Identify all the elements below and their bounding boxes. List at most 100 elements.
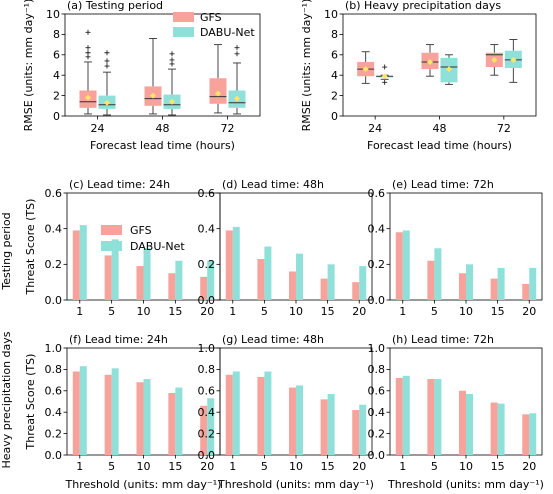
bar-dabu-net-20 (359, 266, 367, 300)
bar-gfs-20 (200, 276, 208, 300)
box-dabunet-24 (376, 64, 394, 85)
bar-gfs-10 (289, 271, 296, 300)
x-tick-label: 10 (459, 305, 473, 318)
bar-gfs-15 (490, 402, 498, 455)
y-tick-label: 0.8 (45, 363, 63, 376)
box-outlier (382, 79, 388, 85)
bar-dabu-net-1 (402, 230, 410, 300)
bar-dabu-net-1 (232, 371, 240, 455)
bar-gfs-20 (200, 405, 208, 455)
bar-dabu-net-5 (264, 371, 272, 455)
legend-label: DABU-Net (130, 240, 185, 253)
bar-dabu-net-15 (327, 394, 335, 455)
y-tick-label: 0.0 (198, 294, 216, 307)
y-axis-label: Threat Score (TS) (24, 199, 37, 296)
x-tick-label: 20 (352, 305, 366, 318)
box-mean-marker (215, 90, 221, 97)
legend-label: DABU-Net (200, 26, 255, 39)
x-axis-label: Threshold (units: mm day⁻¹) (387, 478, 544, 491)
x-tick-label: 5 (431, 305, 438, 318)
y-tick-label: 2 (53, 89, 60, 102)
x-tick-label: 1 (229, 460, 236, 473)
x-tick-label: 15 (168, 460, 182, 473)
bar-dabu-net-10 (466, 394, 473, 455)
bar-dabu-net-10 (296, 385, 303, 455)
bar-dabu-net-20 (359, 404, 367, 455)
x-tick-label: 24 (91, 122, 105, 135)
legend-label: GFS (200, 11, 222, 24)
y-tick-label: 0 (331, 110, 338, 123)
box-outlier (382, 64, 388, 70)
legend-label: GFS (130, 224, 152, 237)
y-tick-label: 0 (53, 110, 60, 123)
y-tick-label: 10 (324, 8, 338, 21)
row-label-heavy-precipitation-days: Heavy precipitation days (0, 331, 13, 468)
y-tick-label: 0.0 (45, 294, 63, 307)
bar-gfs-1 (395, 232, 403, 300)
box-mean-marker (104, 99, 110, 106)
x-tick-label: 1 (229, 305, 236, 318)
y-tick-label: 0.4 (45, 222, 63, 235)
x-tick-label: 15 (168, 305, 182, 318)
box-dabunet-24 (98, 50, 116, 116)
legend-swatch-dabu-net (101, 241, 122, 251)
box-gfs-48 (144, 38, 162, 115)
box-gfs-72 (485, 44, 503, 76)
box-outlier (234, 51, 240, 57)
x-tick-label: 5 (261, 305, 268, 318)
x-tick-label: 5 (108, 460, 115, 473)
box-outlier (234, 45, 240, 51)
panel-title-b: (b) Heavy precipitation days (345, 0, 501, 12)
x-axis-label: Forecast lead time (hours) (367, 139, 512, 152)
x-tick-label: 1 (399, 305, 406, 318)
y-tick-label: 0.6 (45, 187, 63, 200)
y-tick-label: 0.4 (368, 406, 386, 419)
bar-dabu-net-15 (327, 264, 335, 300)
panel-title-a: (a) Testing period (67, 0, 163, 12)
x-tick-label: 20 (522, 460, 536, 473)
y-tick-label: 0.2 (368, 427, 386, 440)
bar-gfs-10 (136, 382, 144, 455)
bar-gfs-10 (459, 273, 466, 300)
y-axis-label: Threat Score (TS) (24, 354, 37, 451)
box-dabunet-72 (504, 39, 522, 83)
bar-gfs-5 (257, 258, 265, 300)
x-tick-label: 15 (321, 460, 335, 473)
bar-dabu-net-1 (79, 366, 87, 455)
bar-gfs-20 (352, 410, 360, 455)
bar-dabu-net-5 (434, 379, 442, 455)
y-tick-label: 0.2 (368, 258, 386, 271)
y-tick-label: 0.4 (198, 406, 216, 419)
legend-swatch-gfs (173, 12, 194, 22)
panel-g: 0.0 0.2 0.4 0.6 0.8 1.0 (g) Lead time: 48h Thre… (198, 333, 374, 491)
bar-dabu-net-15 (175, 260, 183, 300)
bar-gfs-15 (320, 278, 328, 300)
bar-dabu-net-5 (264, 246, 272, 300)
box-gfs-48 (421, 44, 439, 77)
box-mean-marker (362, 66, 369, 73)
panel-title-g: (g) Lead time: 48h (222, 333, 324, 346)
bar-gfs-10 (289, 387, 296, 455)
x-tick-label: 15 (321, 305, 335, 318)
x-tick-label: 10 (289, 305, 303, 318)
y-tick-label: 0.4 (368, 222, 386, 235)
y-tick-label: 1.0 (45, 342, 63, 355)
bar-dabu-net-20 (529, 413, 537, 455)
y-tick-label: 1.0 (198, 342, 216, 355)
panel-title-f: (f) Lead time: 24h (69, 333, 168, 346)
box-outlier (85, 50, 91, 56)
x-tick-label: 20 (522, 305, 536, 318)
box-outlier (104, 63, 110, 69)
bar-dabu-net-10 (143, 379, 151, 455)
panel-title-c: (c) Lead time: 24h (69, 178, 170, 191)
y-tick-label: 0.8 (368, 363, 386, 376)
x-tick-label: 15 (491, 305, 505, 318)
bar-gfs-10 (136, 266, 144, 300)
y-tick-label: 0.6 (45, 385, 63, 398)
bar-gfs-1 (225, 374, 233, 455)
bar-dabu-net-15 (497, 267, 505, 300)
y-tick-label: 6 (53, 49, 60, 62)
